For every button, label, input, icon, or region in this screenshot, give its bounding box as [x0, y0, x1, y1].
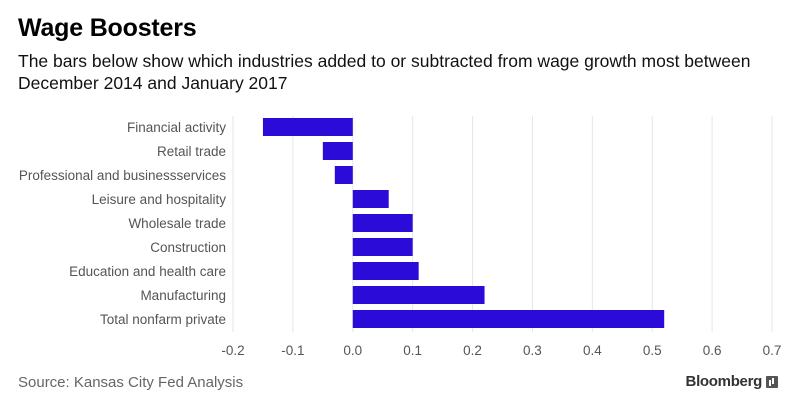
bar — [352, 262, 419, 280]
grid-lines — [232, 116, 773, 332]
category-label: Professional and businessservices — [19, 168, 226, 183]
bar — [334, 166, 353, 184]
bar — [322, 142, 353, 160]
bar — [262, 118, 353, 136]
chart-subtitle: The bars below show which industries add… — [18, 51, 751, 93]
brand-name: Bloomberg — [685, 373, 763, 390]
x-tick-label: 0.1 — [403, 343, 422, 358]
category-label: Construction — [150, 240, 226, 255]
x-tick-label: 0.6 — [703, 343, 722, 358]
x-tick-label: 0.2 — [463, 343, 482, 358]
x-tick-label: -0.2 — [221, 343, 244, 358]
bar — [352, 310, 665, 328]
bar — [352, 238, 413, 256]
category-label: Retail trade — [157, 144, 226, 159]
category-label: Manufacturing — [140, 288, 226, 303]
bars — [262, 118, 665, 328]
x-tick-label: 0.5 — [643, 343, 662, 358]
category-label: Leisure and hospitality — [92, 192, 227, 207]
x-tick-label: 0.4 — [583, 343, 602, 358]
source-note: Source: Kansas City Fed Analysis — [18, 374, 244, 391]
bar — [352, 190, 389, 208]
category-label: Education and health care — [69, 264, 226, 279]
bar-chart-icon — [766, 375, 778, 388]
bar — [352, 286, 485, 304]
bar — [352, 214, 413, 232]
category-label: Total nonfarm private — [100, 312, 226, 327]
chart-title: Wage Boosters — [18, 14, 197, 42]
category-label: Wholesale trade — [128, 216, 226, 231]
brand-logo: Bloomberg — [686, 373, 778, 390]
x-tick-label: 0.7 — [763, 343, 782, 358]
x-tick-label: 0.0 — [343, 343, 362, 358]
x-tick-label: -0.1 — [281, 343, 304, 358]
category-labels: Financial activity Retail trade Profession… — [19, 120, 226, 327]
category-label: Financial activity — [127, 120, 226, 135]
x-axis-tick-labels: -0.2 -0.1 0.0 0.1 0.2 0.3 0.4 0.5 0.6 0.7 — [221, 343, 781, 358]
x-tick-label: 0.3 — [523, 343, 542, 358]
